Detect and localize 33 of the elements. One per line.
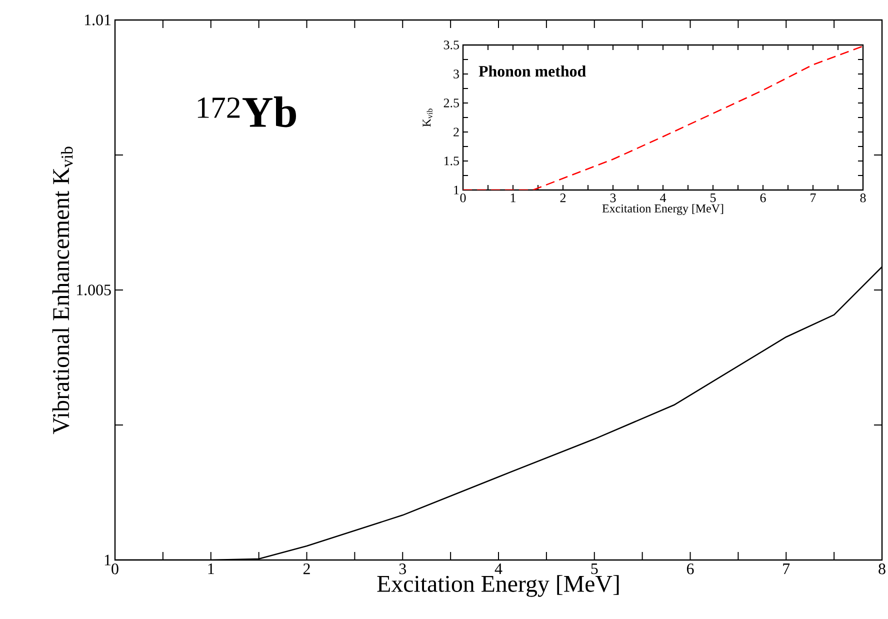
- y-tick-label: 1: [104, 554, 111, 566]
- y-tick-label: 1: [454, 186, 459, 194]
- y-tick-label: 1.5: [444, 156, 459, 166]
- x-tick-label: 4: [660, 194, 666, 202]
- x-tick-label: 7: [783, 564, 790, 574]
- y-axis-title: K$_{vib}$: [422, 108, 432, 127]
- x-tick-label: 1: [510, 194, 516, 202]
- x-tick-label: 0: [112, 564, 118, 574]
- x-axis-title: Excitation Energy [MeV]: [377, 575, 619, 597]
- y-tick-label: 3: [454, 70, 459, 78]
- y-axis-title: Vibrational Enhancement K$_{vib}$: [52, 146, 73, 434]
- x-tick-label: 1: [208, 564, 214, 574]
- x-tick-label: 2: [303, 564, 310, 574]
- y-tick-label: 1.01: [84, 14, 111, 26]
- x-tick-label: 2: [560, 194, 566, 202]
- x-tick-label: 5: [710, 194, 716, 202]
- x-tick-label: 4: [494, 564, 502, 574]
- annotation: Phonon method: [478, 65, 586, 77]
- y-tick-label: 2: [454, 128, 459, 136]
- x-tick-label: 8: [860, 194, 866, 202]
- x-tick-label: 6: [760, 194, 766, 202]
- y-tick-label: 1.005: [77, 284, 111, 296]
- annotation: $^{172}$Yb: [198, 96, 296, 128]
- x-tick-label: 6: [686, 564, 694, 574]
- x-tick-label: 7: [810, 194, 816, 202]
- x-tick-label: 3: [399, 564, 406, 574]
- y-tick-label: 2.5: [444, 98, 459, 108]
- x-tick-label: 8: [878, 564, 886, 574]
- x-axis-title: Excitation Energy [MeV]: [602, 204, 724, 215]
- x-tick-label: 5: [591, 564, 598, 574]
- x-tick-label: 3: [610, 194, 616, 202]
- x-tick-label: 0: [460, 194, 466, 202]
- y-tick-label: 3.5: [444, 40, 459, 50]
